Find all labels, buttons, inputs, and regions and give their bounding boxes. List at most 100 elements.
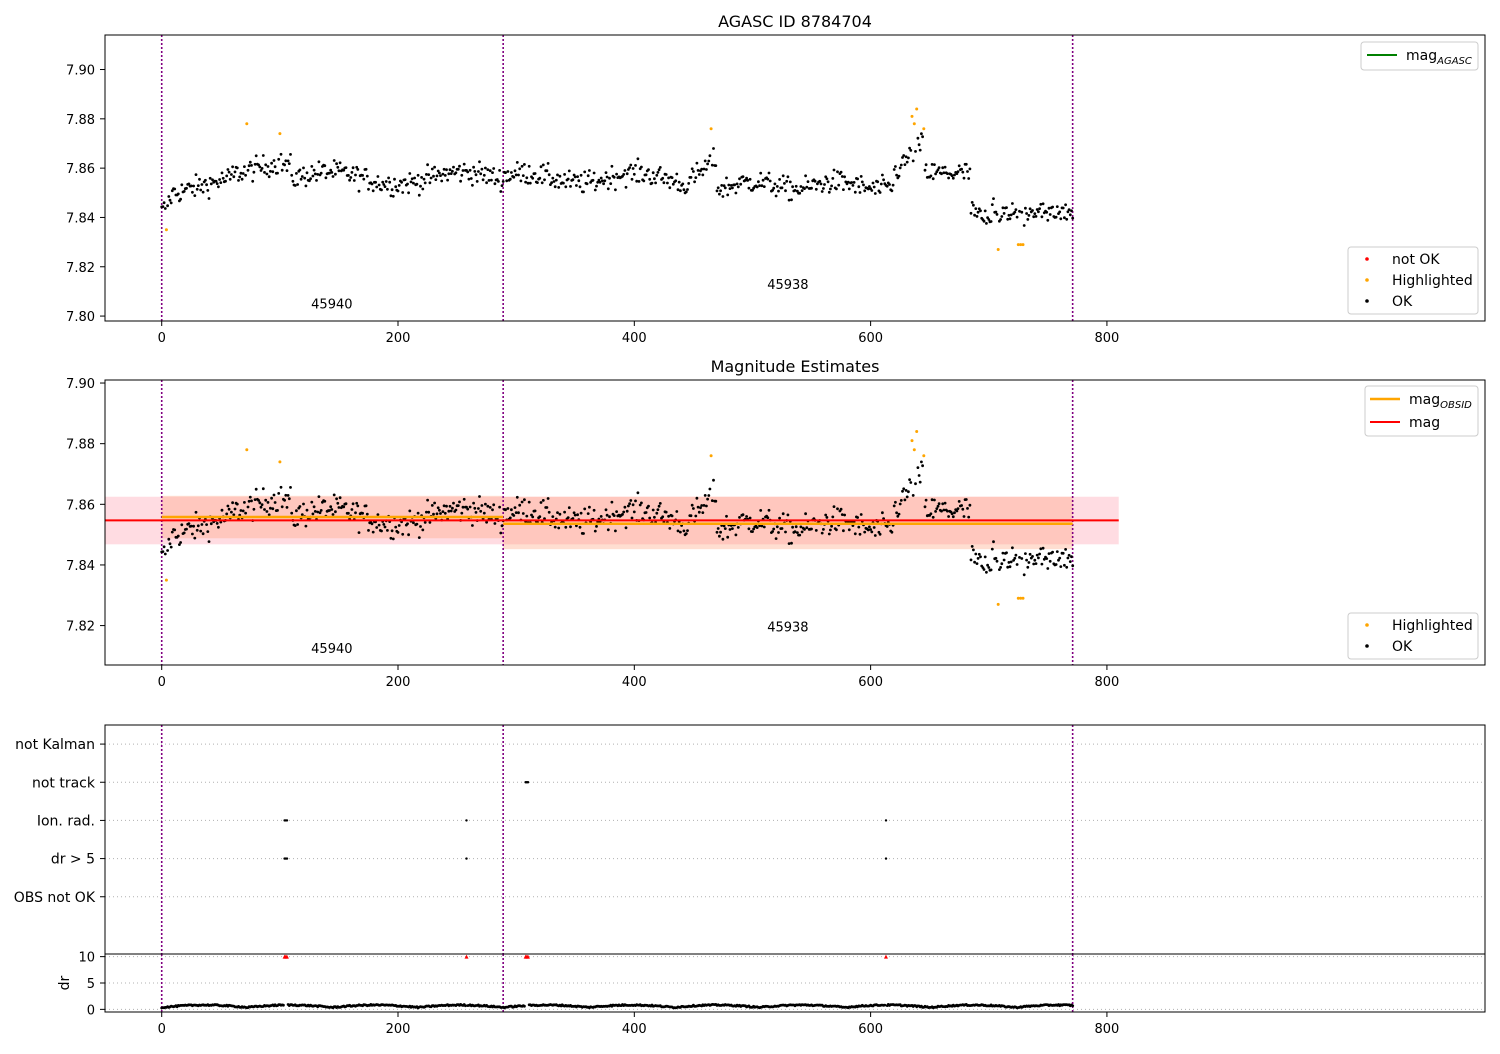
data-point bbox=[599, 176, 603, 180]
data-point bbox=[277, 157, 281, 161]
data-point bbox=[285, 506, 289, 509]
data-point bbox=[735, 182, 739, 186]
data-point bbox=[975, 215, 979, 218]
data-point bbox=[623, 169, 627, 172]
data-point bbox=[634, 499, 637, 503]
data-point bbox=[847, 187, 851, 191]
data-point bbox=[762, 185, 766, 189]
data-point bbox=[162, 201, 166, 205]
data-point bbox=[273, 501, 277, 504]
data-point bbox=[448, 168, 452, 172]
data-point bbox=[248, 160, 252, 164]
data-point bbox=[217, 525, 220, 529]
data-point bbox=[853, 532, 857, 536]
data-point bbox=[727, 183, 731, 187]
data-point bbox=[477, 170, 480, 173]
data-point bbox=[588, 169, 591, 172]
data-point bbox=[471, 524, 474, 527]
data-point bbox=[1071, 216, 1075, 220]
data-point bbox=[1068, 213, 1072, 217]
data-point bbox=[810, 186, 813, 190]
data-point bbox=[330, 171, 334, 174]
data-point bbox=[860, 180, 864, 184]
data-point bbox=[747, 527, 751, 531]
x-axis: 0 200 400 600 800 bbox=[158, 1012, 1119, 1037]
data-point bbox=[310, 500, 314, 504]
data-point bbox=[661, 515, 665, 519]
data-point bbox=[943, 165, 947, 169]
data-point bbox=[571, 178, 575, 182]
data-point bbox=[226, 504, 230, 508]
data-point bbox=[192, 184, 196, 188]
data-point bbox=[700, 167, 704, 171]
data-point bbox=[218, 178, 222, 181]
data-point bbox=[468, 168, 472, 172]
data-point bbox=[474, 511, 478, 514]
data-point bbox=[687, 182, 691, 185]
data-point bbox=[533, 172, 537, 175]
data-point bbox=[324, 176, 328, 180]
data-point bbox=[241, 509, 245, 513]
data-point bbox=[1018, 556, 1021, 559]
data-point bbox=[408, 172, 412, 175]
highlighted-point bbox=[996, 602, 1000, 606]
data-point bbox=[914, 150, 917, 153]
data-point bbox=[827, 532, 831, 536]
data-point bbox=[1020, 210, 1024, 214]
data-point bbox=[800, 530, 804, 534]
data-point bbox=[857, 525, 861, 529]
data-point bbox=[221, 176, 225, 180]
data-point bbox=[863, 530, 867, 534]
data-point bbox=[484, 502, 487, 506]
data-point bbox=[725, 514, 728, 518]
data-point bbox=[951, 515, 955, 519]
highlighted-point bbox=[922, 127, 926, 131]
x-tick-label: 600 bbox=[858, 675, 883, 690]
data-point bbox=[780, 527, 784, 530]
data-point bbox=[258, 501, 262, 505]
data-point bbox=[631, 503, 635, 507]
data-point bbox=[677, 180, 681, 184]
data-point bbox=[804, 174, 807, 178]
data-point bbox=[575, 524, 578, 528]
x-tick-label: 200 bbox=[386, 675, 411, 690]
data-point bbox=[703, 159, 707, 163]
data-point bbox=[365, 512, 369, 516]
data-point bbox=[970, 545, 974, 548]
data-point bbox=[576, 513, 579, 517]
data-point bbox=[550, 181, 553, 185]
data-point bbox=[870, 189, 874, 192]
data-point bbox=[784, 530, 787, 534]
legend-label: not OK bbox=[1392, 252, 1440, 268]
data-point bbox=[445, 168, 448, 172]
data-point bbox=[946, 172, 949, 176]
data-point bbox=[419, 525, 422, 528]
data-point bbox=[907, 490, 910, 494]
data-point bbox=[794, 184, 798, 188]
data-point bbox=[510, 171, 513, 174]
data-point bbox=[178, 543, 181, 546]
mag-lines bbox=[105, 515, 1119, 525]
data-point bbox=[545, 169, 549, 173]
data-point bbox=[696, 169, 700, 172]
data-point bbox=[827, 190, 831, 194]
data-point bbox=[566, 177, 570, 181]
data-point bbox=[430, 504, 434, 507]
y-tick-label: 7.84 bbox=[66, 211, 95, 226]
data-point bbox=[1028, 207, 1032, 211]
data-point bbox=[692, 170, 695, 173]
data-point bbox=[712, 147, 715, 150]
data-point bbox=[881, 511, 884, 515]
data-point bbox=[588, 505, 591, 509]
data-point bbox=[191, 190, 194, 194]
obs-boundaries bbox=[160, 380, 1074, 665]
data-point bbox=[316, 510, 320, 514]
data-point bbox=[989, 220, 993, 223]
plot-frame bbox=[104, 34, 1486, 322]
data-point bbox=[878, 532, 882, 536]
data-point bbox=[462, 497, 466, 501]
data-point bbox=[233, 507, 237, 511]
data-point bbox=[309, 177, 312, 181]
data-point bbox=[419, 184, 422, 188]
data-point bbox=[240, 177, 244, 181]
